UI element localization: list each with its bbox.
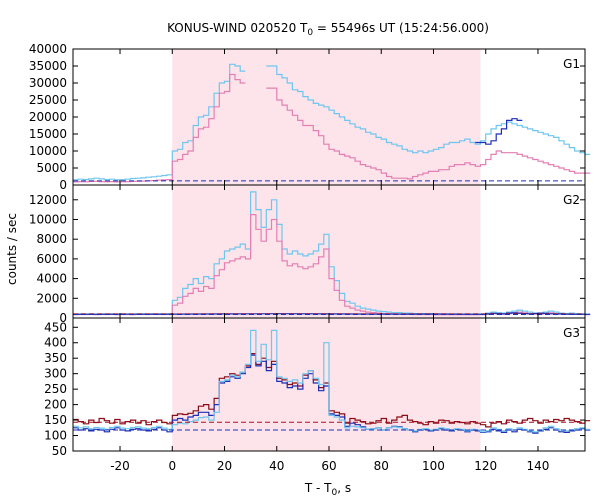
x-tick-label: 40 (269, 459, 284, 473)
panel-label: G2 (563, 193, 580, 207)
series-g3-light (73, 329, 591, 433)
y-tick-label: 15000 (29, 127, 67, 141)
y-tick-label: 2000 (36, 291, 67, 305)
x-axis-label-main: T - T (304, 481, 332, 495)
y-tick-label: 4000 (36, 272, 67, 286)
x-tick-labels: -20 0 20 40 60 80 100 120 140 (110, 459, 549, 473)
y-tick-label: 350 (44, 351, 67, 365)
x-tick-label: 80 (374, 459, 389, 473)
x-axis-label: T - T0, s (304, 481, 351, 498)
series-g1-dark-blue (475, 118, 523, 145)
panel-g1: 0 5000 10000 15000 20000 25000 30000 35000 40000… (29, 42, 591, 192)
y-tick-label: 10000 (29, 144, 67, 158)
y-tick-label: 6000 (36, 252, 67, 266)
series-g1-pink (73, 73, 591, 183)
x-axis-label-subscript: 0 (332, 488, 338, 498)
y-tick-label: 200 (44, 398, 67, 412)
y-tick-label: 35000 (29, 59, 67, 73)
x-tick-label: 0 (168, 459, 176, 473)
panel-label: G3 (563, 326, 580, 340)
shaded-interval-g3 (172, 318, 481, 451)
shaded-interval-g2 (172, 185, 481, 318)
y-tick-label: 30000 (29, 76, 67, 90)
y-tick-label: 10000 (29, 212, 67, 226)
x-axis-label-suffix: , s (337, 481, 351, 495)
x-tick-label: 100 (422, 459, 445, 473)
series-g1-light (73, 63, 591, 181)
series-g3-dark-red (73, 353, 591, 428)
chart-title-main: KONUS-WIND 020520 T (167, 21, 308, 35)
shaded-interval-g1 (172, 49, 481, 185)
y-tick-label: 0 (59, 311, 67, 325)
y-tick-label: 40000 (29, 42, 67, 56)
y-tick-label: 100 (44, 429, 67, 443)
y-tick-label: 25000 (29, 93, 67, 107)
chart-title: KONUS-WIND 020520 T0 = 55496s UT (15:24:… (167, 21, 489, 38)
y-tick-label: 150 (44, 413, 67, 427)
panel-label: G1 (563, 57, 580, 71)
y-tick-label: 8000 (36, 232, 67, 246)
y-tick-label: 300 (44, 367, 67, 381)
y-tick-label: 12000 (29, 193, 67, 207)
y-tick-label: 250 (44, 382, 67, 396)
x-tick-label: 120 (474, 459, 497, 473)
panel-g2: 0 2000 4000 6000 8000 10000 12000 G2 (29, 184, 591, 325)
y-tick-label: 50 (52, 444, 67, 458)
x-tick-label: -20 (110, 459, 130, 473)
y-axis-label: counts / sec (5, 213, 19, 285)
y-tick-label: 400 (44, 336, 67, 350)
panels-group: 0500010000150002000025000300003500040000… (29, 42, 591, 473)
y-tick-label: 5000 (36, 161, 67, 175)
y-tick-label: 20000 (29, 110, 67, 124)
x-tick-label: 60 (321, 459, 336, 473)
x-tick-label: 140 (527, 459, 550, 473)
series-g3-dark-blue (73, 354, 591, 434)
chart-title-subscript: 0 (307, 28, 313, 38)
y-tick-label: 0 (59, 178, 67, 192)
x-tick-label: 20 (217, 459, 232, 473)
y-tick-label: 450 (44, 320, 67, 334)
chart-title-suffix: = 55496s UT (15:24:56.000) (313, 21, 489, 35)
